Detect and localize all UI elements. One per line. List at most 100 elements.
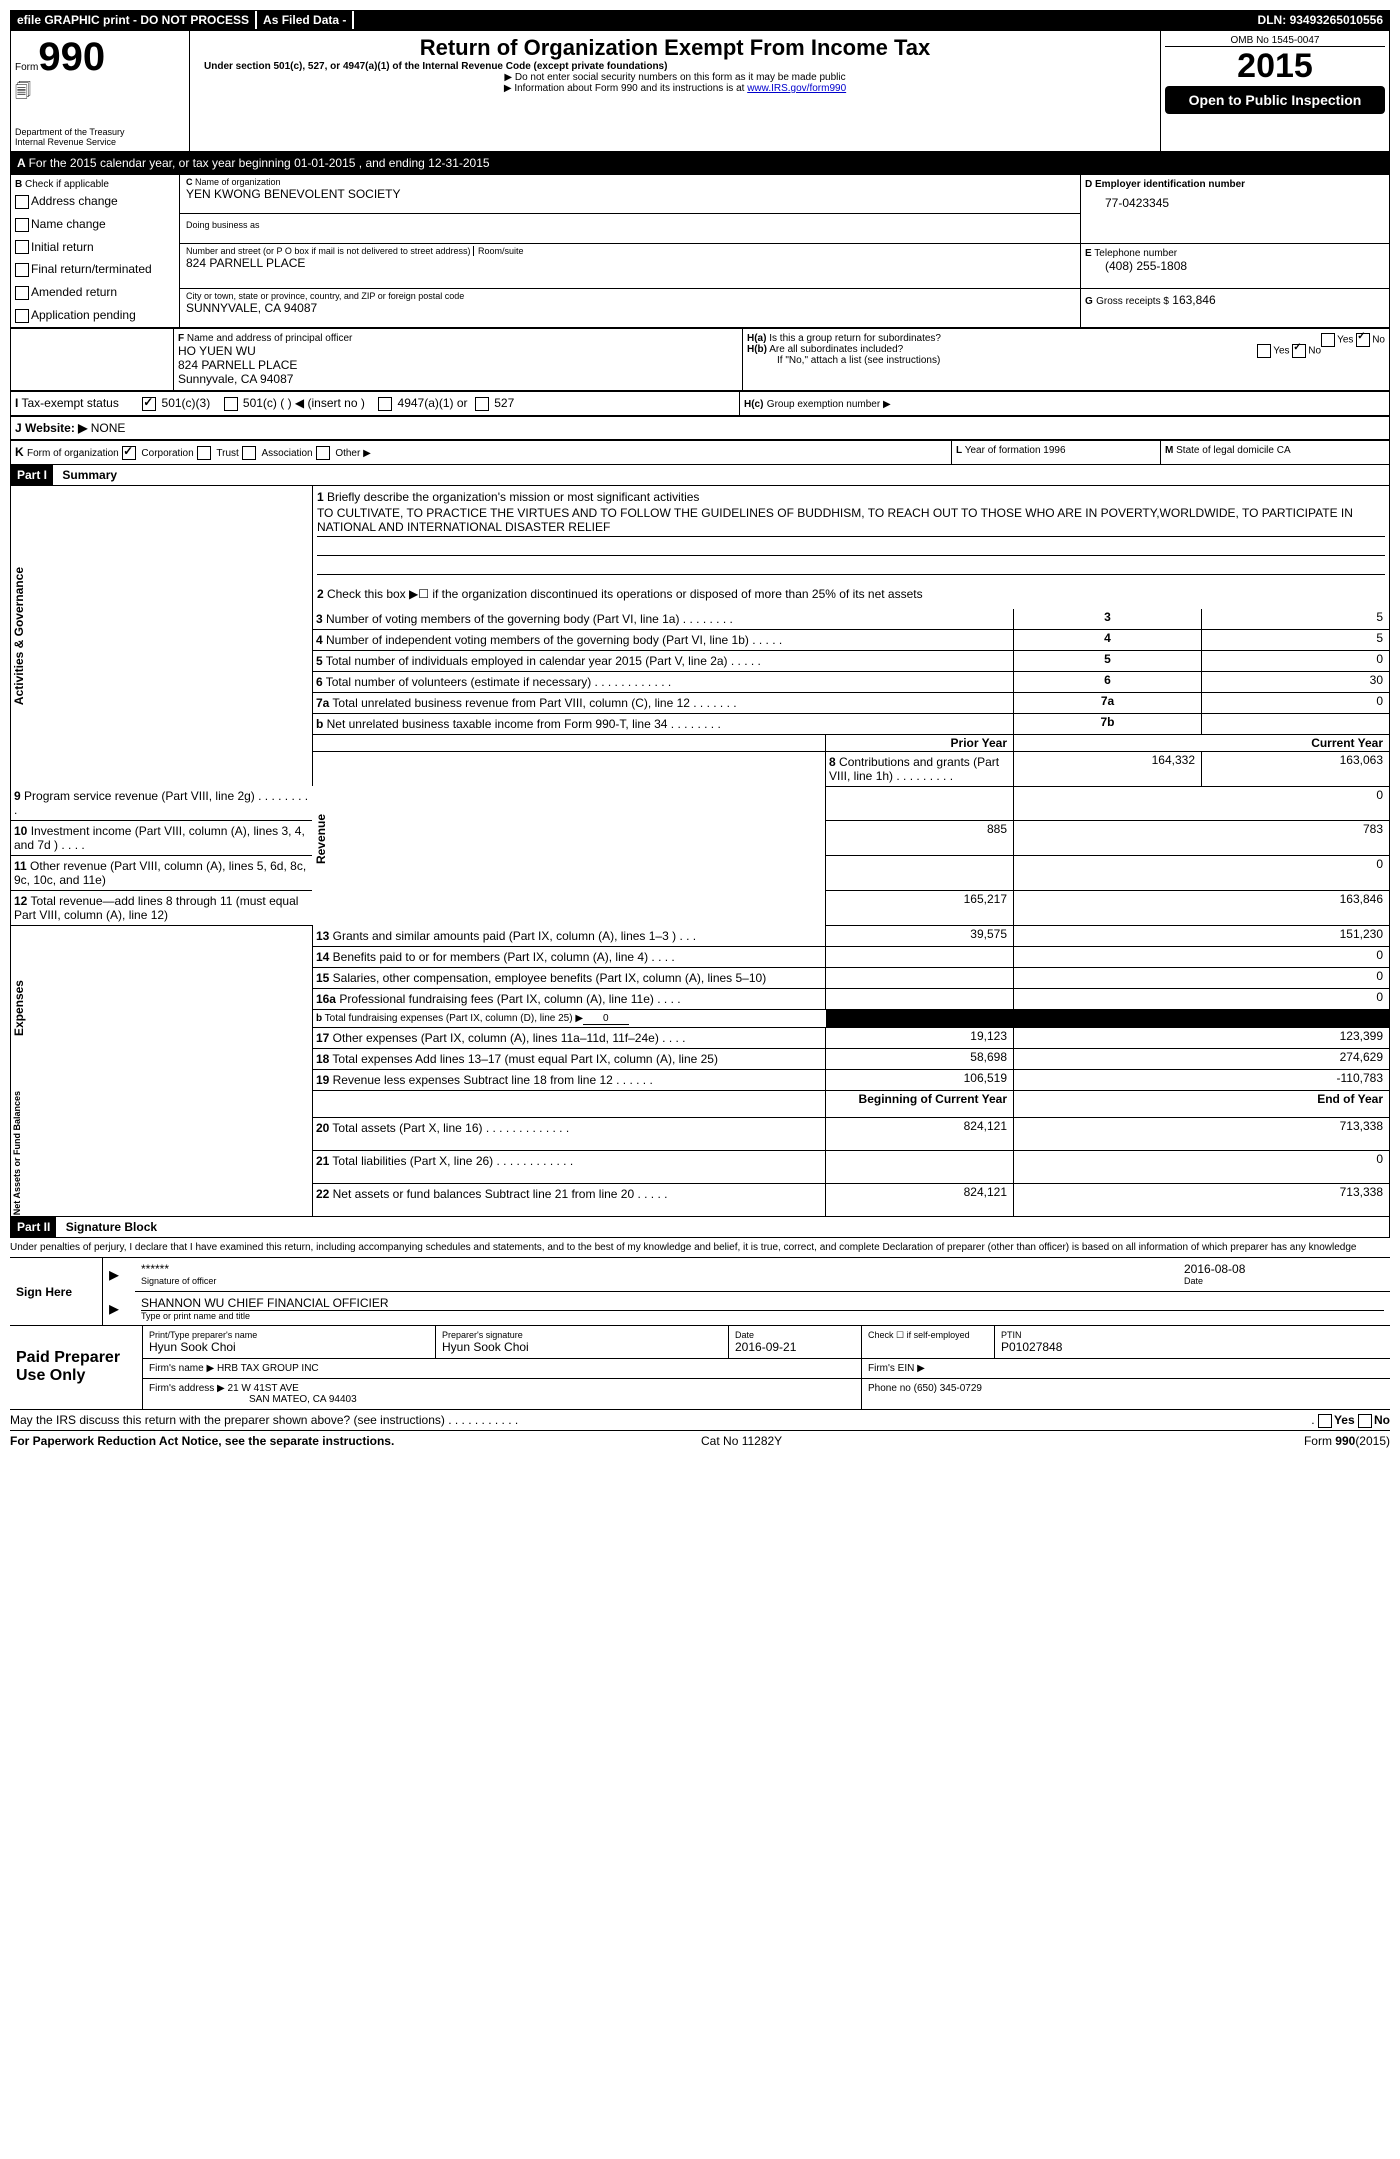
room-label: Room/suite (473, 246, 524, 256)
prior-8: 164,332 (1014, 751, 1202, 786)
paid-preparer-block: Paid Preparer Use Only Print/Type prepar… (10, 1326, 1390, 1410)
line-18: Total expenses Add lines 13–17 (must equ… (332, 1052, 718, 1066)
officer-group-block: F Name and address of principal officer … (10, 328, 1390, 391)
firm-addr2: SAN MATEO, CA 94403 (149, 1394, 855, 1405)
cb-name-change[interactable]: Name change (31, 217, 106, 231)
preparer-sig: Hyun Sook Choi (442, 1340, 722, 1354)
line-6: Total number of volunteers (estimate if … (326, 675, 671, 689)
end-year-header: End of Year (1014, 1090, 1390, 1117)
org-name-label: Name of organization (195, 177, 281, 187)
cb-501c[interactable]: 501(c) ( ) ◀ (insert no ) (243, 396, 365, 410)
firm-phone-label: Phone no (868, 1383, 911, 1394)
line-5: Total number of individuals employed in … (326, 654, 761, 668)
officer-label: Name and address of principal officer (187, 333, 352, 344)
line-11: Other revenue (Part VIII, column (A), li… (14, 859, 306, 887)
line-12: Total revenue—add lines 8 through 11 (mu… (14, 894, 298, 922)
form-title: Return of Organization Exempt From Incom… (194, 35, 1156, 61)
cb-final-return[interactable]: Final return/terminated (31, 262, 152, 276)
ptin-value: P01027848 (1001, 1340, 1384, 1354)
ptin-label: PTIN (1001, 1330, 1384, 1340)
line-7a: Total unrelated business revenue from Pa… (332, 696, 736, 710)
org-name: YEN KWONG BENEVOLENT SOCIETY (186, 187, 1074, 201)
mission-text: TO CULTIVATE, TO PRACTICE THE VIRTUES AN… (317, 504, 1385, 537)
officer-city: Sunnyvale, CA 94087 (178, 372, 738, 386)
dba-label: Doing business as (186, 220, 1074, 230)
begin-year-header: Beginning of Current Year (826, 1090, 1014, 1117)
line-22: Net assets or fund balances Subtract lin… (333, 1187, 668, 1201)
cb-assoc[interactable]: Association (261, 448, 312, 459)
h-b-row: H(b) Are all subordinates included? Yes … (747, 344, 1385, 355)
paid-preparer-label: Paid Preparer Use Only (10, 1326, 143, 1410)
line-8: Contributions and grants (Part VIII, lin… (829, 755, 999, 783)
firm-addr-label: Firm's address ▶ (149, 1383, 225, 1394)
self-employed-check[interactable]: Check ☐ if self-employed (862, 1326, 995, 1359)
officer-printed-name: SHANNON WU CHIEF FINANCIAL OFFICIER (141, 1296, 1384, 1310)
sign-here-block: Sign Here ▸ ****** Signature of officer … (10, 1257, 1390, 1326)
preparer-date-label: Date (735, 1330, 855, 1340)
street-label: Number and street (or P O box if mail is… (186, 246, 470, 256)
website-row: J Website: ▶ NONE (10, 416, 1390, 440)
part2-header: Part II Signature Block (10, 1217, 1390, 1238)
open-public-badge: Open to Public Inspection (1165, 86, 1385, 114)
discuss-line: May the IRS discuss this return with the… (10, 1410, 1390, 1431)
val-6: 30 (1202, 671, 1390, 692)
city-label: City or town, state or province, country… (186, 291, 1074, 301)
sidebar-governance: Activities & Governance (12, 567, 36, 705)
val-3: 5 (1202, 609, 1390, 630)
tax-exempt-row: I Tax-exempt status 501(c)(3) 501(c) ( )… (10, 391, 1390, 416)
cb-4947[interactable]: 4947(a)(1) or (398, 396, 468, 410)
h-a-row: H(a) Is this a group return for subordin… (747, 333, 1385, 344)
part1-header: Part I Summary (10, 465, 1390, 485)
cb-initial-return[interactable]: Initial return (31, 240, 94, 254)
year-formation-label: Year of formation (965, 445, 1041, 456)
city-value: SUNNYVALE, CA 94087 (186, 301, 1074, 315)
line-16b: Total fundraising expenses (Part IX, col… (325, 1013, 583, 1024)
tax-exempt-label: Tax-exempt status (21, 396, 118, 410)
ssn-warning: ▶ Do not enter social security numbers o… (194, 72, 1156, 83)
sidebar-net-assets: Net Assets or Fund Balances (12, 1091, 36, 1215)
sign-here-label: Sign Here (10, 1258, 103, 1326)
cb-amended[interactable]: Amended return (31, 285, 117, 299)
gross-receipts-label: Gross receipts $ (1096, 296, 1169, 307)
info-link-line: ▶ Information about Form 990 and its ins… (194, 83, 1156, 94)
sig-date: 2016-08-08 (1184, 1262, 1384, 1276)
line-10: Investment income (Part VIII, column (A)… (14, 824, 305, 852)
dept-treasury: Department of the Treasury (15, 127, 185, 137)
footer-line: For Paperwork Reduction Act Notice, see … (10, 1431, 1390, 1451)
declaration-text: Under penalties of perjury, I declare th… (10, 1238, 1390, 1257)
cb-other[interactable]: Other ▶ (335, 448, 370, 459)
efile-label: efile GRAPHIC print - DO NOT PROCESS (11, 11, 255, 29)
prior-year-header: Prior Year (826, 734, 1014, 751)
preparer-name-label: Print/Type preparer's name (149, 1330, 429, 1340)
line-20: Total assets (Part X, line 16) . . . . .… (332, 1121, 569, 1135)
state-domicile-label: State of legal domicile (1176, 445, 1274, 456)
cb-trust[interactable]: Trust (216, 448, 238, 459)
cat-no: Cat No 11282Y (701, 1434, 782, 1448)
val-4: 5 (1202, 629, 1390, 650)
cb-501c3[interactable]: 501(c)(3) (162, 396, 211, 410)
as-filed: As Filed Data - (255, 11, 354, 29)
val-7b (1202, 713, 1390, 734)
sig-date-label: Date (1184, 1276, 1384, 1286)
check-if-applicable: Check if applicable (25, 179, 109, 190)
form-word: Form (15, 62, 38, 73)
val-5: 0 (1202, 650, 1390, 671)
ein-label: Employer identification number (1095, 179, 1245, 190)
cb-app-pending[interactable]: Application pending (31, 308, 136, 322)
val-7a: 0 (1202, 692, 1390, 713)
firm-ein-label: Firm's EIN ▶ (868, 1363, 925, 1374)
line-a: A For the 2015 calendar year, or tax yea… (10, 152, 1390, 174)
year-formation: 1996 (1043, 445, 1065, 456)
irs-link[interactable]: www.IRS.gov/form990 (747, 83, 846, 94)
line-3: Number of voting members of the governin… (326, 612, 733, 626)
cb-address-change[interactable]: Address change (31, 194, 118, 208)
omb-number: OMB No 1545-0047 (1165, 35, 1385, 47)
officer-street: 824 PARNELL PLACE (178, 358, 738, 372)
line-17: Other expenses (Part IX, column (A), lin… (333, 1031, 686, 1045)
form-of-org-row: K Form of organization Corporation Trust… (10, 440, 1390, 465)
firm-name: HRB TAX GROUP INC (217, 1363, 319, 1374)
state-domicile: CA (1277, 445, 1291, 456)
cb-527[interactable]: 527 (494, 396, 514, 410)
current-year-header: Current Year (1014, 734, 1390, 751)
cb-corp[interactable]: Corporation (141, 448, 193, 459)
